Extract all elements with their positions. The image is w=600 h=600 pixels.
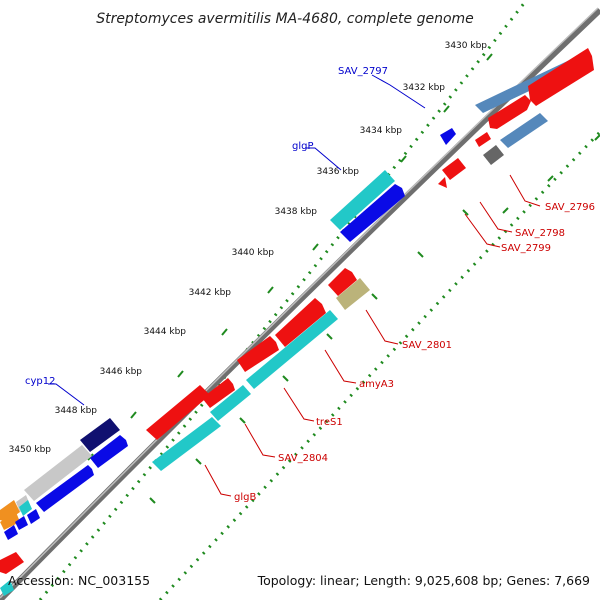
gene-feature-red[interactable] [202, 378, 235, 408]
gene-feature-blue[interactable] [27, 509, 40, 524]
gene-feature-blue[interactable] [340, 184, 405, 242]
gene-label-blue[interactable]: SAV_2797 [338, 66, 388, 77]
gene-labels-red: SAV_2796 SAV_2798 SAV_2799 SAV_2801 amyA… [234, 202, 595, 503]
gene-feature-orange[interactable] [0, 500, 20, 522]
tick-label: 3444 kbp [144, 327, 187, 337]
gene-label-red[interactable]: SAV_2804 [278, 453, 328, 464]
outer-dotted-track [38, 1, 527, 600]
gene-feature-cyan[interactable] [0, 580, 14, 596]
tick-label: 3446 kbp [100, 367, 143, 377]
gene-feature-navy[interactable] [80, 418, 120, 452]
tick-label: 3438 kbp [275, 207, 318, 217]
inner-dotted-track [158, 130, 600, 600]
gene-label-blue[interactable]: cyp12 [25, 376, 56, 387]
gene-feature-gray[interactable] [483, 145, 504, 165]
gene-feature-blue[interactable] [4, 525, 18, 540]
gene-label-red[interactable]: SAV_2799 [501, 243, 551, 254]
gene-label-red[interactable]: glgB [234, 492, 256, 503]
gene-feature-silver[interactable] [24, 445, 92, 501]
gene-label-red[interactable]: SAV_2801 [402, 340, 452, 351]
gene-feature-red[interactable] [528, 48, 594, 106]
gene-feature-red[interactable] [328, 268, 357, 296]
accession-label: Accession: NC_003155 [8, 573, 150, 588]
gene-feature-blue[interactable] [36, 465, 94, 512]
gene-label-red[interactable]: SAV_2798 [515, 228, 565, 239]
gene-feature-cyan[interactable] [246, 310, 338, 389]
gene-label-red[interactable]: treS1 [316, 417, 343, 428]
tick-label: 3432 kbp [403, 83, 446, 93]
gene-label-red[interactable]: amyA3 [359, 379, 394, 390]
gene-feature-red[interactable] [475, 132, 491, 147]
tick-label: 3436 kbp [317, 167, 360, 177]
gene-feature-steelblue[interactable] [500, 113, 548, 148]
gene-feature-cyan[interactable] [210, 385, 251, 421]
gene-feature-blue[interactable] [90, 435, 128, 468]
tick-label: 3440 kbp [232, 248, 275, 258]
genome-summary: Topology: linear; Length: 9,025,608 bp; … [257, 573, 590, 588]
inner-tick-marks [149, 134, 600, 504]
gene-label-blue[interactable]: glgP [292, 141, 314, 152]
kbp-tick-labels: 3430 kbp 3432 kbp 3434 kbp 3436 kbp 3438… [9, 41, 488, 455]
tick-label: 3430 kbp [445, 41, 488, 51]
gene-label-red[interactable]: SAV_2796 [545, 202, 595, 213]
gene-feature-cyan[interactable] [330, 170, 395, 230]
gene-feature-blue[interactable] [15, 516, 28, 530]
gene-feature-cyan[interactable] [19, 500, 32, 516]
gene-feature-red[interactable] [146, 385, 210, 440]
tick-label: 3434 kbp [360, 126, 403, 136]
gene-feature-cyan[interactable] [152, 417, 221, 471]
gene-feature-red[interactable] [442, 158, 466, 180]
tick-label: 3442 kbp [189, 288, 232, 298]
tick-label: 3450 kbp [9, 445, 52, 455]
gene-feature-orange[interactable] [0, 512, 20, 530]
tick-label: 3448 kbp [55, 406, 98, 416]
gene-feature-blue[interactable] [440, 128, 456, 145]
gene-feature-red[interactable] [237, 336, 279, 372]
gene-labels-blue: SAV_2797 glgP cyp12 [25, 66, 388, 387]
gene-feature-red[interactable] [275, 298, 326, 347]
gene-feature-red[interactable] [0, 552, 24, 574]
gene-feature-red-small[interactable] [438, 177, 447, 188]
map-title: Streptomyces avermitilis MA-4680, comple… [96, 11, 474, 27]
gene-feature-tan[interactable] [336, 278, 370, 310]
leader-lines [48, 74, 541, 497]
gene-feature-red[interactable] [488, 95, 531, 129]
